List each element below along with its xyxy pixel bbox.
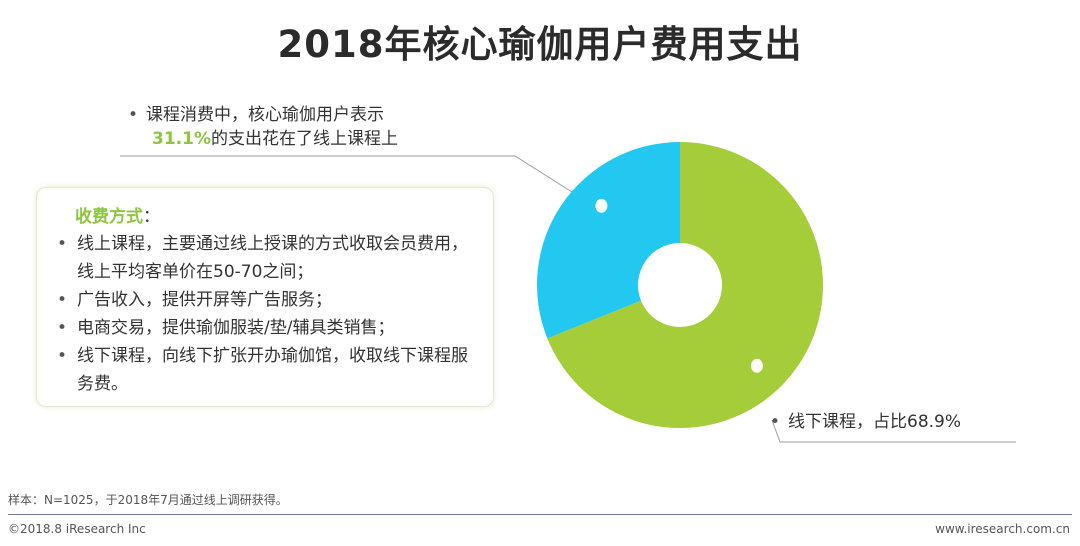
online-callout: • 课程消费中，核心瑜伽用户表示 31.1%的支出花在了线上课程上 — [128, 103, 398, 151]
offline-callout: • 线下课程，占比68.9% — [770, 412, 962, 432]
page-title: 2018年核心瑜伽用户费用支出 — [277, 23, 803, 66]
list-item: 线下课程，向线下扩张开办瑜伽馆，收取线下课程服务费。 — [57, 342, 477, 398]
pie-slice-offline — [547, 142, 823, 428]
online-callout-line2: 31.1%的支出花在了线上课程上 — [152, 129, 398, 149]
slice-marker-online — [595, 198, 608, 213]
footer-url: www.iresearch.com.cn — [935, 522, 1070, 536]
sample-note: 样本：N=1025，于2018年7月通过线上调研获得。 — [8, 493, 288, 507]
fee-methods-box: 收费方式： 线上课程，主要通过线上授课的方式收取会员费用，线上平均客单价在50-… — [36, 187, 494, 407]
list-item: 广告收入，提供开屏等广告服务； — [57, 286, 477, 314]
fee-methods-list: 线上课程，主要通过线上授课的方式收取会员费用，线上平均客单价在50-70之间； … — [57, 230, 477, 398]
online-share-highlight: 31.1% — [152, 129, 211, 149]
bullet-icon: • — [770, 412, 781, 432]
list-item: 电商交易，提供瑜伽服装/垫/辅具类销售； — [57, 314, 477, 342]
pie-slice-online — [537, 142, 680, 339]
footer-divider — [8, 514, 1072, 515]
fee-methods-heading: 收费方式： — [75, 207, 160, 227]
footer-copyright: ©2018.8 iResearch Inc — [8, 522, 146, 536]
slice-marker-offline — [750, 358, 763, 373]
online-callout-line1: • 课程消费中，核心瑜伽用户表示 — [128, 105, 384, 125]
list-item: 线上课程，主要通过线上授课的方式收取会员费用，线上平均客单价在50-70之间； — [57, 230, 477, 286]
bullet-icon: • — [128, 105, 139, 125]
